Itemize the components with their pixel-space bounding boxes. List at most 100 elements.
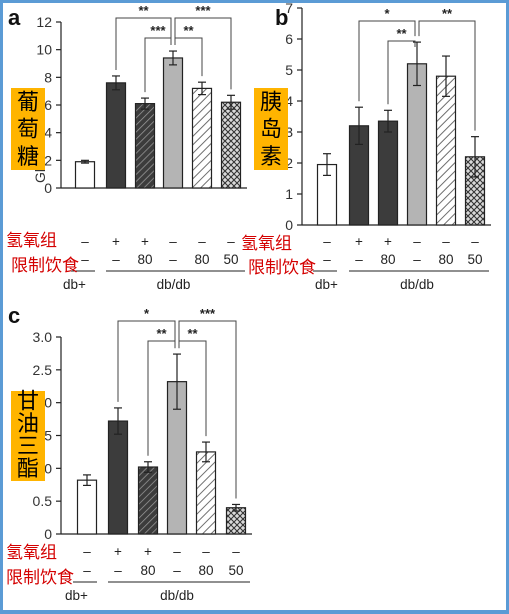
metric-tag-char: 岛 bbox=[260, 117, 282, 142]
significance-bracket bbox=[115, 17, 172, 70]
significance-label: ** bbox=[442, 6, 453, 21]
row2-label: – bbox=[112, 252, 120, 267]
y-tick-label: 5 bbox=[285, 62, 293, 78]
y-axis-label: Gl bbox=[32, 169, 48, 183]
metric-tag-background bbox=[11, 88, 45, 170]
restricted-diet-label: 限制饮食 bbox=[11, 256, 79, 275]
significance-bracket bbox=[144, 37, 172, 93]
panel-letter: a bbox=[8, 5, 21, 30]
hydrogen-group-label: 氢氧组 bbox=[6, 543, 57, 562]
significance-bracket bbox=[147, 340, 176, 456]
bar-5 bbox=[195, 451, 217, 535]
row2-label: 80 bbox=[194, 252, 209, 267]
y-tick-label: 1 bbox=[285, 186, 293, 202]
row2-label: – bbox=[323, 252, 331, 267]
row2-label: 80 bbox=[198, 563, 213, 578]
significance-bracket bbox=[418, 20, 476, 131]
significance-bracket bbox=[387, 40, 416, 105]
group-label-db-plus: db+ bbox=[63, 277, 86, 292]
row1-label: – bbox=[173, 544, 181, 559]
metric-tag-char: 油 bbox=[17, 411, 39, 436]
row2-label: 50 bbox=[467, 252, 482, 267]
restricted-diet-label: 限制饮食 bbox=[248, 258, 316, 277]
row1-label: – bbox=[198, 234, 206, 249]
y-tick-label: 0 bbox=[44, 526, 52, 542]
row1-label: + bbox=[384, 234, 392, 249]
group-label-db-plus: db+ bbox=[315, 277, 338, 292]
significance-bracket bbox=[178, 320, 237, 499]
row1-label: – bbox=[227, 234, 235, 249]
bar-4 bbox=[406, 63, 428, 226]
bar-5 bbox=[435, 75, 457, 226]
metric-tag-char: 酯 bbox=[17, 456, 39, 481]
row2-label: – bbox=[83, 563, 91, 578]
row2-label: – bbox=[413, 252, 421, 267]
bar-2 bbox=[107, 420, 129, 535]
row1-label: – bbox=[169, 234, 177, 249]
group-label-db-db: db/db bbox=[400, 277, 434, 292]
significance-bracket bbox=[178, 340, 207, 437]
row1-label: – bbox=[323, 234, 331, 249]
significance-label: *** bbox=[195, 3, 211, 18]
bar-6 bbox=[225, 507, 247, 535]
row1-label: – bbox=[202, 544, 210, 559]
hydrogen-group-label: 氢氧组 bbox=[241, 234, 292, 253]
row1-label: – bbox=[83, 544, 91, 559]
y-tick-label: 0 bbox=[44, 180, 52, 196]
significance-label: ** bbox=[187, 326, 198, 341]
significance-label: ** bbox=[183, 23, 194, 38]
row1-label: + bbox=[141, 234, 149, 249]
row1-label: – bbox=[232, 544, 240, 559]
significance-bracket bbox=[358, 20, 416, 102]
metric-tag-char: 葡 bbox=[17, 89, 39, 114]
metric-tag-background bbox=[254, 88, 288, 170]
metric-tag-char: 甘 bbox=[17, 389, 39, 414]
significance-bracket bbox=[174, 17, 232, 90]
group-label-db-db: db/db bbox=[157, 277, 191, 292]
y-tick-label: 10 bbox=[36, 42, 52, 58]
row2-label: 80 bbox=[137, 252, 152, 267]
group-label-db-plus: db+ bbox=[65, 588, 88, 603]
bar-2 bbox=[105, 82, 127, 189]
significance-bracket bbox=[117, 320, 176, 402]
y-tick-label: 2 bbox=[285, 155, 293, 171]
y-tick-label: 6 bbox=[285, 31, 293, 47]
significance-label: ** bbox=[156, 326, 167, 341]
bar-1 bbox=[74, 161, 96, 189]
restricted-diet-label: 限制饮食 bbox=[6, 568, 74, 587]
y-tick-label: 2.5 bbox=[33, 362, 53, 378]
metric-tag-char: 萄 bbox=[17, 117, 39, 142]
y-tick-label: 8 bbox=[44, 69, 52, 85]
panel-letter: b bbox=[275, 5, 288, 30]
row1-label: + bbox=[355, 234, 363, 249]
row1-label: – bbox=[442, 234, 450, 249]
row2-label: 50 bbox=[223, 252, 238, 267]
metric-tag-char: 胰 bbox=[260, 89, 282, 114]
y-tick-label: 12 bbox=[36, 14, 52, 30]
significance-label: * bbox=[384, 6, 390, 21]
bar-6 bbox=[220, 101, 242, 189]
metric-tag-char: 素 bbox=[260, 144, 282, 169]
metric-tag-char: 糖 bbox=[17, 144, 39, 169]
bar-3 bbox=[137, 466, 159, 535]
bar-1 bbox=[76, 479, 98, 535]
row2-label: 80 bbox=[380, 252, 395, 267]
y-tick-label: 3 bbox=[285, 124, 293, 140]
row2-label: 80 bbox=[140, 563, 155, 578]
row1-label: + bbox=[112, 234, 120, 249]
significance-label: ** bbox=[396, 26, 407, 41]
group-label-db-db: db/db bbox=[160, 588, 194, 603]
row1-label: – bbox=[81, 234, 89, 249]
metric-tag-char: 三 bbox=[17, 434, 39, 459]
bar-3 bbox=[134, 103, 156, 189]
significance-label: *** bbox=[150, 23, 166, 38]
y-tick-label: 0 bbox=[285, 217, 293, 233]
bar-4 bbox=[162, 57, 184, 189]
y-tick-label: 4 bbox=[285, 93, 293, 109]
panel-c: c00.51.01.52.02.53.0********–++–––––80–8… bbox=[6, 303, 252, 603]
significance-bracket bbox=[174, 37, 203, 77]
y-tick-label: 2 bbox=[44, 152, 52, 168]
row2-label: – bbox=[173, 563, 181, 578]
